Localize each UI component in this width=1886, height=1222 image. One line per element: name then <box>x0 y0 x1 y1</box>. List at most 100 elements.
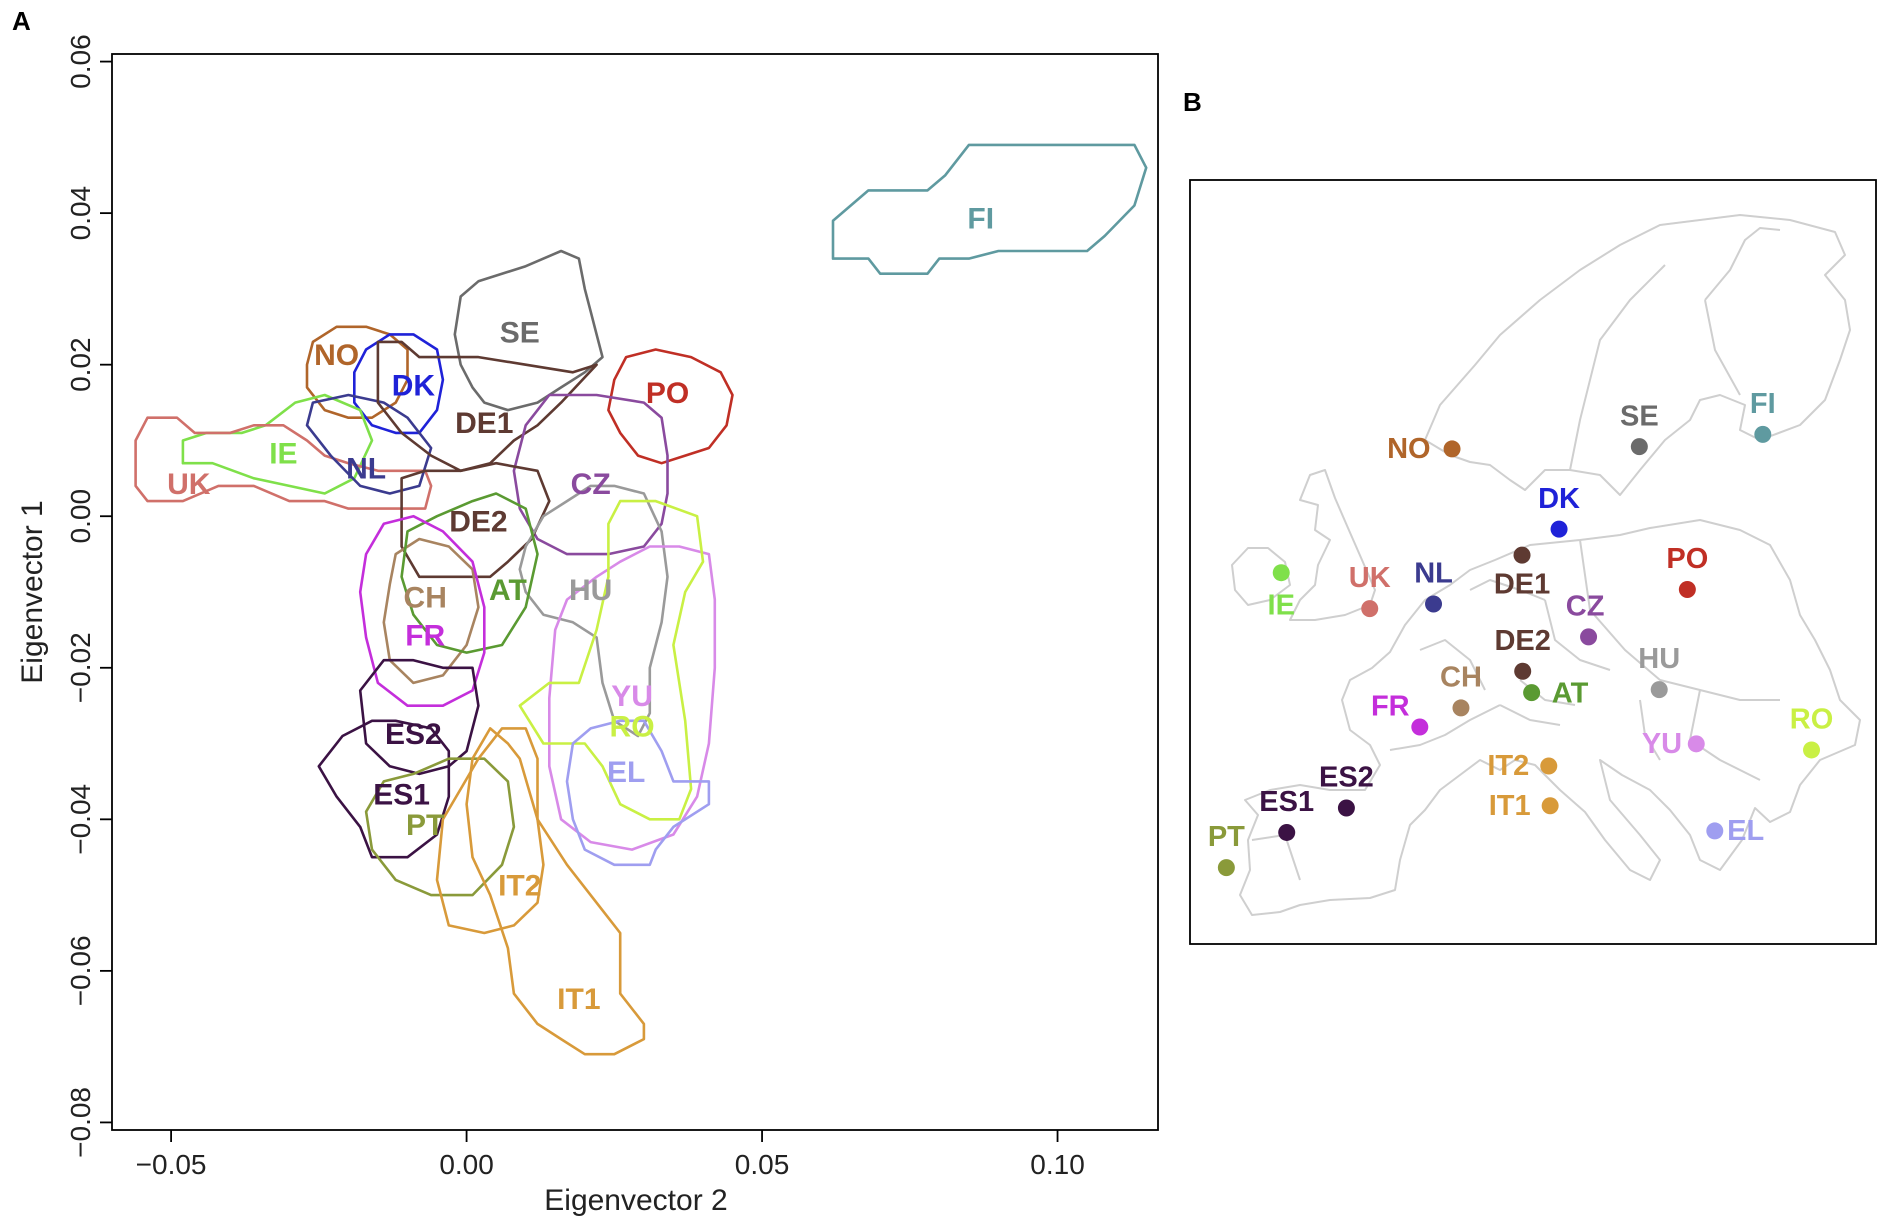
region-label-de2: DE2 <box>449 506 507 539</box>
region-label-at: AT <box>489 574 527 607</box>
map-marker-nl <box>1425 595 1443 613</box>
map-label-ro: RO <box>1790 704 1834 736</box>
region-label-fr: FR <box>405 619 445 652</box>
region-outline-ie <box>181 393 374 495</box>
map-marker-cz <box>1580 628 1598 646</box>
map-marker-at <box>1523 684 1541 702</box>
region-outline-es1 <box>317 719 451 859</box>
map-label-de2: DE2 <box>1494 625 1550 657</box>
region-label-yu: YU <box>611 680 653 713</box>
region-label-ch: CH <box>404 581 447 614</box>
region-label-nl: NL <box>346 453 386 486</box>
map-label-el: EL <box>1727 815 1764 847</box>
map-label-it2: IT2 <box>1487 750 1529 782</box>
map-marker-es2 <box>1337 799 1355 817</box>
region-outline-el <box>565 719 711 867</box>
scandinavia-borders <box>1569 227 1781 471</box>
map-marker-el <box>1706 822 1724 840</box>
y-tick-label: −0.04 <box>65 784 96 855</box>
x-tick-label: 0.00 <box>439 1149 494 1180</box>
region-outline-pt <box>364 757 516 897</box>
map-label-dk: DK <box>1538 483 1580 515</box>
region-label-es2: ES2 <box>385 718 442 751</box>
region-label-el: EL <box>607 756 645 789</box>
y-tick-label: −0.02 <box>65 632 96 703</box>
map-marker-ie <box>1272 564 1290 582</box>
map-label-cz: CZ <box>1566 590 1605 622</box>
region-label-pt: PT <box>406 809 444 842</box>
panel-a-letter: A <box>12 6 31 36</box>
ireland-outline <box>1231 547 1291 606</box>
map-label-hu: HU <box>1638 643 1680 675</box>
region-label-ie: IE <box>269 438 297 471</box>
plot-frame <box>111 53 1159 1131</box>
map-marker-fi <box>1754 425 1772 443</box>
region-outline-ch <box>382 537 480 685</box>
map-label-nl: NL <box>1414 558 1453 590</box>
map-label-es2: ES2 <box>1319 762 1374 794</box>
map-labels: FI SE NO DK PO DE1 IE UK NL CZ DE2 HU CH AT FR RO YU IT2 I… <box>1208 388 1833 853</box>
region-label-it1: IT1 <box>557 983 600 1016</box>
map-label-es1: ES1 <box>1259 786 1314 818</box>
region-label-es1: ES1 <box>373 779 430 812</box>
map-marker-po <box>1678 581 1696 599</box>
region-outline-at <box>400 492 539 654</box>
y-tick-label: 0.04 <box>65 186 96 241</box>
region-outline-hu <box>518 484 669 738</box>
region-outline-nl <box>305 393 433 495</box>
map-label-po: PO <box>1666 543 1708 575</box>
europe-map-outline <box>1231 214 1861 916</box>
y-tick-label: 0.02 <box>65 337 96 392</box>
map-marker-hu <box>1650 681 1668 699</box>
region-label-uk: UK <box>167 468 211 501</box>
region-outline-dk <box>352 333 445 435</box>
map-marker-it2 <box>1540 757 1558 775</box>
region-outlines <box>134 143 1148 1056</box>
region-label-dk: DK <box>392 369 436 402</box>
map-marker-ro <box>1803 741 1821 759</box>
region-label-po: PO <box>646 377 689 410</box>
map-label-at: AT <box>1552 678 1589 710</box>
map-marker-ch <box>1452 699 1470 717</box>
map-marker-dk <box>1550 520 1568 538</box>
y-tick-label: −0.08 <box>65 1087 96 1158</box>
scandinavia-outline <box>1424 214 1851 496</box>
map-marker-fr <box>1411 718 1429 736</box>
region-outline-yu <box>547 545 717 851</box>
region-outline-it2 <box>435 727 545 935</box>
map-label-pt: PT <box>1208 821 1245 853</box>
x-tick-label: 0.05 <box>735 1149 790 1180</box>
map-marker-de1 <box>1513 546 1531 564</box>
map-label-no: NO <box>1387 433 1431 465</box>
region-outline-it1 <box>465 727 646 1056</box>
y-axis-title: Eigenvector 1 <box>16 500 49 683</box>
map-marker-de2 <box>1514 662 1532 680</box>
map-marker-yu <box>1687 735 1705 753</box>
x-axis-title: Eigenvector 2 <box>544 1184 727 1217</box>
map-label-de1: DE1 <box>1494 568 1550 600</box>
map-label-fi: FI <box>1750 388 1776 420</box>
region-outline-es2 <box>358 658 480 776</box>
map-marker-es1 <box>1278 823 1296 841</box>
region-outline-no <box>305 325 409 420</box>
panel-a-pca-plot: A −0.05 0.00 0.05 0.10 −0.08 −0.06 −0.04 −0.02 0… <box>12 6 1159 1217</box>
map-label-ch: CH <box>1440 662 1482 694</box>
y-tick-label: 0.00 <box>65 489 96 544</box>
region-label-no: NO <box>314 339 359 372</box>
map-label-it1: IT1 <box>1489 790 1531 822</box>
region-outline-de2 <box>400 461 551 579</box>
map-label-ie: IE <box>1268 590 1295 622</box>
region-label-hu: HU <box>569 574 612 607</box>
map-marker-uk <box>1361 600 1379 618</box>
map-label-se: SE <box>1620 400 1659 432</box>
map-label-fr: FR <box>1371 691 1410 723</box>
map-label-yu: YU <box>1642 728 1682 760</box>
region-outline-cz <box>512 393 669 556</box>
region-label-fi: FI <box>967 203 994 236</box>
region-label-it2: IT2 <box>498 869 541 902</box>
region-label-cz: CZ <box>571 468 611 501</box>
continent-outline <box>1239 519 1861 916</box>
region-outline-fi <box>831 143 1148 276</box>
